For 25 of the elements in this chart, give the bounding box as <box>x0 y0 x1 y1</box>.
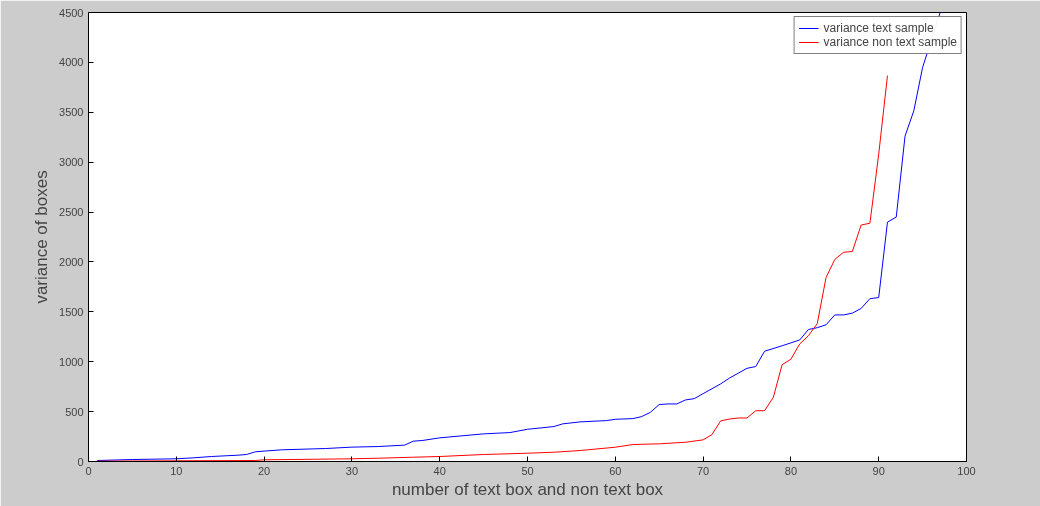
legend-label: variance non text sample <box>823 35 957 49</box>
y-tick-label: 3000 <box>59 156 84 169</box>
legend-label: variance text sample <box>823 21 934 35</box>
y-tick-label: 2500 <box>59 206 84 219</box>
x-tick-label: 100 <box>957 464 976 477</box>
y-tick-label: 1000 <box>59 355 84 368</box>
y-tick-label: 3500 <box>59 106 84 119</box>
x-tick-label: 10 <box>170 464 183 477</box>
y-tick-label: 4500 <box>59 6 84 19</box>
y-axis-title: variance of boxes <box>32 170 52 304</box>
x-axis-title: number of text box and non text box <box>391 479 664 499</box>
x-tick-label: 30 <box>345 464 359 477</box>
x-tick-label: 60 <box>609 464 622 477</box>
x-tick-label: 70 <box>696 464 710 477</box>
x-tick-label: 50 <box>521 464 534 477</box>
y-tick-label: 0 <box>77 455 84 468</box>
x-tick-label: 80 <box>784 464 798 477</box>
x-tick-label: 20 <box>257 464 271 477</box>
y-tick-label: 4000 <box>59 56 84 69</box>
x-tick-label: 0 <box>85 464 92 477</box>
x-tick-label: 40 <box>433 464 446 477</box>
x-tick-label: 90 <box>872 464 885 477</box>
y-tick-label: 1500 <box>59 305 84 318</box>
y-tick-label: 500 <box>65 405 84 418</box>
y-tick-label: 2000 <box>59 255 84 268</box>
